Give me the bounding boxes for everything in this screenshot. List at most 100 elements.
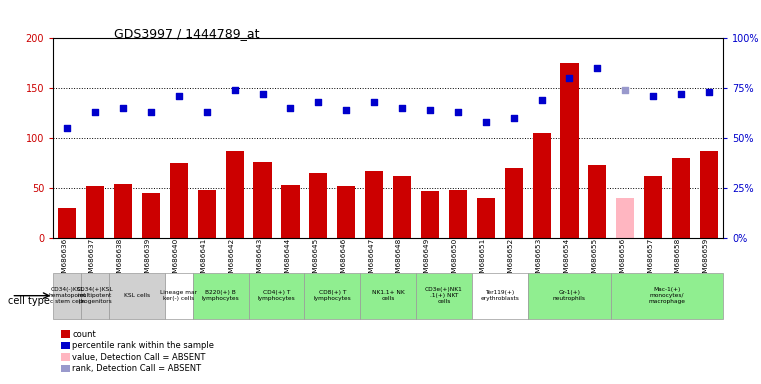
Point <box>340 107 352 113</box>
Bar <box>588 165 607 238</box>
Bar <box>416 273 472 319</box>
Text: GSM686658: GSM686658 <box>675 238 681 282</box>
Text: GSM686646: GSM686646 <box>340 238 346 282</box>
Point <box>145 109 157 115</box>
Text: GSM686647: GSM686647 <box>368 238 374 282</box>
Point <box>173 93 185 99</box>
Text: GSM686640: GSM686640 <box>173 238 179 282</box>
Text: GSM686637: GSM686637 <box>89 238 95 282</box>
Bar <box>142 193 160 238</box>
Text: GSM686639: GSM686639 <box>145 238 151 282</box>
Point <box>563 75 575 81</box>
Text: GSM686644: GSM686644 <box>285 238 291 282</box>
Bar <box>86 186 104 238</box>
Text: GSM686648: GSM686648 <box>396 238 402 282</box>
Bar <box>421 191 439 238</box>
Text: GSM686645: GSM686645 <box>312 238 318 282</box>
Point <box>424 107 436 113</box>
Bar <box>449 190 467 238</box>
Bar <box>360 273 416 319</box>
Text: GSM686649: GSM686649 <box>424 238 430 282</box>
Text: GSM686636: GSM686636 <box>61 238 67 282</box>
Text: rank, Detection Call = ABSENT: rank, Detection Call = ABSENT <box>72 364 202 373</box>
Bar <box>337 186 355 238</box>
Bar <box>81 273 109 319</box>
Bar <box>109 273 165 319</box>
Point <box>647 93 659 99</box>
Text: GSM686656: GSM686656 <box>619 238 626 282</box>
Point <box>703 89 715 95</box>
Bar <box>165 273 193 319</box>
Bar <box>193 273 249 319</box>
Text: CD34(-)KSL
hematopoiet
c stem cells: CD34(-)KSL hematopoiet c stem cells <box>49 287 86 304</box>
Bar <box>616 198 635 238</box>
Bar <box>527 273 611 319</box>
Bar <box>309 173 327 238</box>
Bar <box>365 171 384 238</box>
Text: GSM686638: GSM686638 <box>117 238 123 282</box>
Text: count: count <box>72 329 96 339</box>
Bar <box>611 273 723 319</box>
Point <box>256 91 269 98</box>
Text: GSM686641: GSM686641 <box>201 238 207 282</box>
Point <box>228 87 240 93</box>
Text: CD3e(+)NK1
.1(+) NKT
cells: CD3e(+)NK1 .1(+) NKT cells <box>425 287 463 304</box>
Text: percentile rank within the sample: percentile rank within the sample <box>72 341 215 350</box>
Bar <box>644 176 662 238</box>
Bar <box>472 273 527 319</box>
Bar <box>249 273 304 319</box>
Text: cell type: cell type <box>8 296 49 306</box>
Text: value, Detection Call = ABSENT: value, Detection Call = ABSENT <box>72 353 205 362</box>
Text: GDS3997 / 1444789_at: GDS3997 / 1444789_at <box>114 27 260 40</box>
Text: Gr-1(+)
neutrophils: Gr-1(+) neutrophils <box>553 290 586 301</box>
Point <box>61 125 73 131</box>
Text: GSM686657: GSM686657 <box>647 238 653 282</box>
Bar <box>53 273 81 319</box>
Point <box>619 87 632 93</box>
Text: GSM686650: GSM686650 <box>452 238 458 282</box>
Text: GSM686642: GSM686642 <box>228 238 234 282</box>
Bar <box>114 184 132 238</box>
Text: KSL cells: KSL cells <box>124 293 150 298</box>
Point <box>396 105 408 111</box>
Text: GSM686653: GSM686653 <box>536 238 542 282</box>
Point <box>452 109 464 115</box>
Bar <box>198 190 216 238</box>
Text: GSM686652: GSM686652 <box>508 238 514 282</box>
Point <box>89 109 101 115</box>
Point <box>117 105 129 111</box>
Text: B220(+) B
lymphocytes: B220(+) B lymphocytes <box>202 290 240 301</box>
Bar <box>58 208 76 238</box>
Bar <box>505 168 523 238</box>
Text: Ter119(+)
erythroblasts: Ter119(+) erythroblasts <box>480 290 519 301</box>
Text: NK1.1+ NK
cells: NK1.1+ NK cells <box>371 290 405 301</box>
Text: CD4(+) T
lymphocytes: CD4(+) T lymphocytes <box>258 290 295 301</box>
Text: GSM686654: GSM686654 <box>563 238 569 282</box>
Point <box>368 99 380 105</box>
Bar <box>253 162 272 238</box>
Text: GSM686651: GSM686651 <box>479 238 486 282</box>
Bar <box>533 133 551 238</box>
Point <box>285 105 297 111</box>
Point <box>536 97 548 103</box>
Text: GSM686643: GSM686643 <box>256 238 263 282</box>
Point <box>508 115 520 121</box>
Bar <box>393 176 411 238</box>
Text: GSM686655: GSM686655 <box>591 238 597 282</box>
Bar <box>170 163 188 238</box>
Point <box>312 99 324 105</box>
Bar <box>672 158 690 238</box>
Bar <box>560 63 578 238</box>
Text: CD8(+) T
lymphocytes: CD8(+) T lymphocytes <box>314 290 351 301</box>
Point <box>675 91 687 98</box>
Point <box>591 65 603 71</box>
Text: GSM686659: GSM686659 <box>703 238 709 282</box>
Bar <box>282 185 300 238</box>
Point <box>201 109 213 115</box>
Bar <box>476 198 495 238</box>
Bar <box>225 151 244 238</box>
Text: Mac-1(+)
monocytes/
macrophage: Mac-1(+) monocytes/ macrophage <box>648 287 686 304</box>
Point <box>479 119 492 125</box>
Bar <box>304 273 360 319</box>
Text: CD34(+)KSL
multipotent
progenitors: CD34(+)KSL multipotent progenitors <box>77 287 113 304</box>
